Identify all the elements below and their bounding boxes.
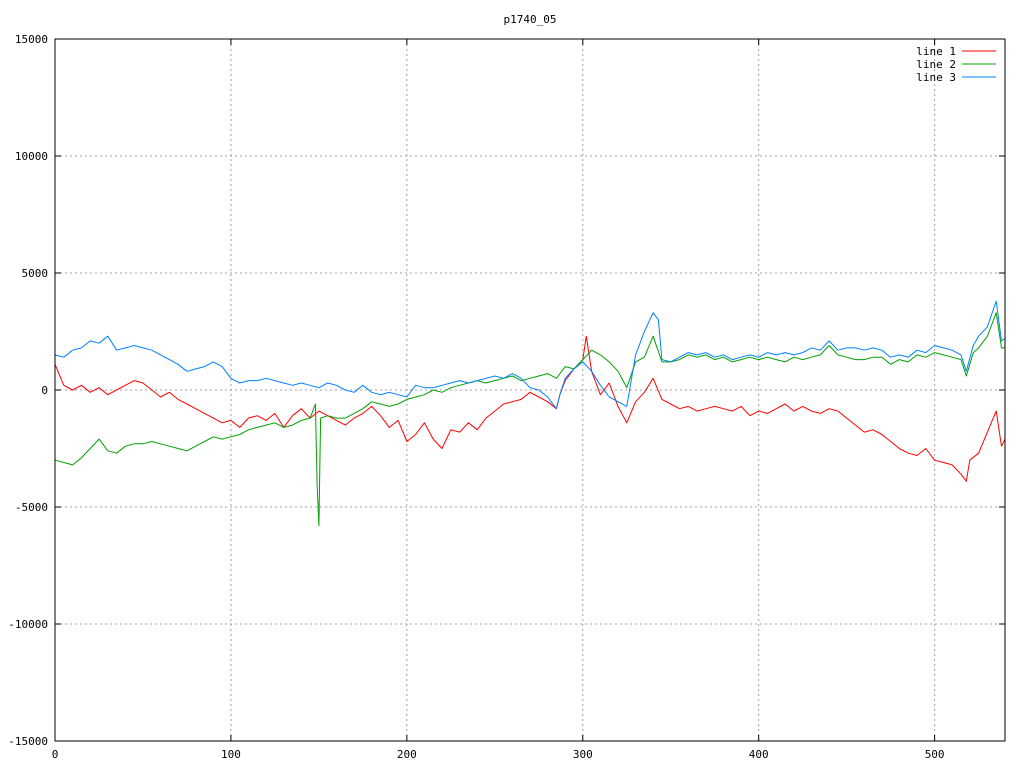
series-line-3 [54, 300, 1006, 410]
grid [55, 39, 1005, 741]
y-tick-label: -10000 [8, 618, 48, 631]
axis-ticks: 0 100 200 300 400 500 -15000 -10000 -5000 0 5000 10… [8, 33, 1005, 761]
legend-label: line 1 [916, 45, 956, 58]
x-tick-label: 0 [52, 748, 59, 761]
y-tick-label: -5000 [15, 501, 48, 514]
y-tick-label: 5000 [22, 267, 49, 280]
y-tick-label: 15000 [15, 33, 48, 46]
y-tick-label: 10000 [15, 150, 48, 163]
series-line-1 [54, 335, 1006, 482]
x-tick-label: 100 [221, 748, 241, 761]
y-tick-label: 0 [41, 384, 48, 397]
legend-label: line 3 [916, 71, 956, 84]
legend-label: line 2 [916, 58, 956, 71]
x-tick-label: 200 [397, 748, 417, 761]
x-tick-label: 400 [749, 748, 769, 761]
series-line-2 [54, 312, 1005, 527]
series-layer [54, 300, 1006, 527]
x-tick-label: 300 [573, 748, 593, 761]
chart-title: p1740_05 [504, 13, 557, 26]
y-tick-label: -15000 [8, 735, 48, 748]
x-tick-label: 500 [925, 748, 945, 761]
